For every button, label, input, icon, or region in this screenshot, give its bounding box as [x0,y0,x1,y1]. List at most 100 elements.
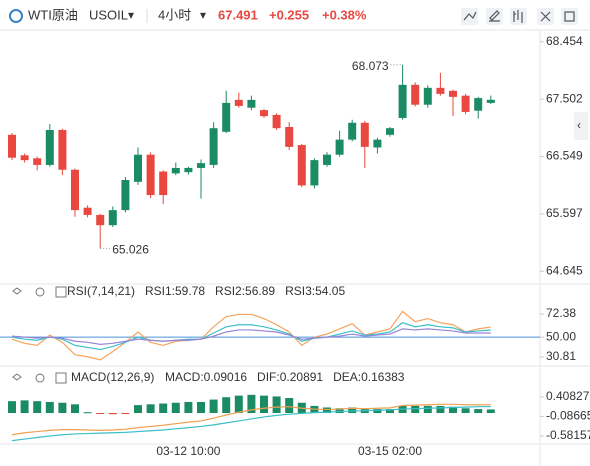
macd-bar [386,409,394,414]
macd-line [11,405,491,442]
macd-bar [461,408,470,414]
macd-bar [184,401,193,414]
macd-bar [33,401,42,414]
macd-bar [71,404,79,414]
legend-label: RSI3:54.05 [285,284,345,298]
candle-body [20,155,29,161]
symbol-icon [9,9,23,23]
candle-body [386,128,394,135]
collapse-arrow: ‹ [577,118,581,132]
macd-bar [260,395,268,414]
candle-body [171,167,180,174]
candle-body [411,84,420,105]
macd-bar [222,397,231,414]
candle-body [335,139,344,155]
macd-bar [234,395,243,414]
macd-bar [197,401,205,414]
icon[interactable] [35,373,45,383]
macd-bar [449,406,457,414]
rsi-line [11,310,491,361]
candle-body [209,128,218,165]
y-tick-label: 64.645 [546,263,583,277]
rsi-line [11,328,491,345]
candle-body [197,163,205,168]
change-pct: +0.38% [322,7,367,22]
candle-body [58,130,67,170]
min-label: 65.026 [112,242,149,256]
tool-button[interactable] [461,8,478,25]
macd-bar [285,398,294,414]
tool-icon [489,10,500,22]
candle-body [108,210,117,226]
candle-body [146,154,155,196]
candle-body [45,130,54,165]
toolbar [461,8,578,25]
candle-body [436,87,445,94]
arrow[interactable]: ▾ [128,8,134,22]
tool-icon [540,11,551,22]
candle-body [272,114,281,129]
macd-bar [474,409,483,414]
macd-bar [272,396,281,414]
macd-bar [8,401,16,414]
tool-button[interactable] [486,8,503,25]
price: 67.491 [218,7,258,22]
tool-button[interactable] [561,8,578,25]
candle-body [96,214,105,226]
y-tick-label: 30.81 [546,349,576,363]
icon[interactable] [55,286,67,298]
candle-body [323,154,331,165]
candle-body [260,110,268,117]
collapse-button[interactable] [574,112,588,140]
x-tick-label: 03-15 02:00 [358,444,422,458]
macd-bar [96,413,105,415]
icon[interactable] [12,287,22,295]
y-tick-label: 50.00 [546,329,576,343]
y-tick-label: 66.549 [546,149,583,163]
symbol[interactable]: WTI原油 [28,7,78,22]
candle-body [474,98,483,111]
tool-icon [463,11,477,21]
candle-body [398,84,407,118]
candle-body [134,154,142,182]
icon[interactable] [35,287,45,297]
macd-bar [373,409,382,414]
legend-label: RSI2:56.89 [215,284,275,298]
legend-label: DIF:0.20891 [257,370,323,384]
macd-bar [108,413,117,415]
candle-body [373,139,382,148]
icon[interactable] [55,372,67,384]
macd-bar [486,409,495,414]
y-tick-label: -0.58157 [546,428,590,442]
macd-bar [20,400,29,414]
change: +0.255 [269,7,309,22]
candle-body [8,134,16,158]
macd-bar [45,401,54,414]
icon[interactable] [12,373,22,381]
macd-bar [159,403,168,414]
macd-bar [323,407,331,414]
candle-body [297,145,306,186]
y-tick-label: 0.40827 [546,389,590,403]
legend-label: DEA:0.16383 [333,370,405,384]
macd-bar [121,413,130,415]
rsi-controls: RSI(7,14,21) [12,284,135,298]
candle-body [83,207,92,215]
candle-body [486,99,495,103]
candle-body [222,102,231,132]
y-tick-label: 68.454 [546,34,583,48]
legend-label: RSI1:59.78 [145,284,205,298]
candle-body [449,90,457,97]
candle-body [360,122,369,147]
arrow[interactable]: ▾ [200,8,206,22]
candle-body [310,160,319,186]
candle-body [348,122,357,140]
candle-body [285,126,294,147]
y-tick-label: 67.502 [546,91,583,105]
tool-icon [513,10,523,23]
symbol-code: USOIL [89,7,128,22]
macd-bar [411,405,420,414]
period[interactable]: 4小时 [158,7,191,22]
